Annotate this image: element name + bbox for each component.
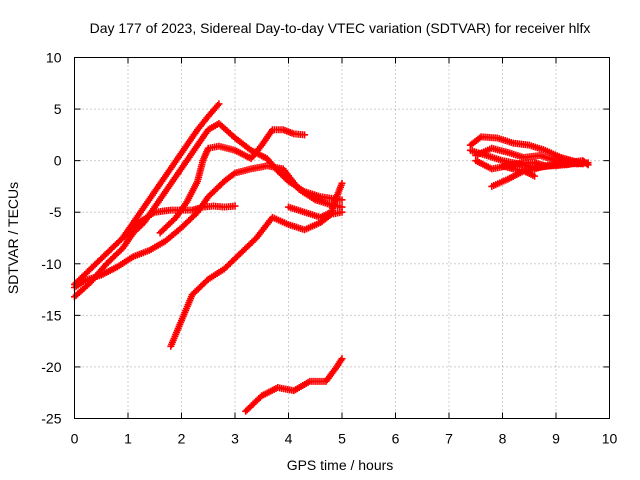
plus-marker [338, 196, 346, 204]
chart-title: Day 177 of 2023, Sidereal Day-to-day VTE… [90, 20, 591, 36]
series-track-4 [119, 202, 239, 242]
plus-marker [215, 100, 223, 108]
x-tick-label: 1 [124, 431, 132, 447]
y-tick-label: -20 [41, 359, 61, 375]
tick-labels: 0 1 2 3 4 5 6 7 8 9 10 -25 -20 -15 -10 -5 0 5 10 [41, 50, 617, 447]
series-track-14 [499, 162, 539, 180]
series-track-5 [156, 126, 309, 237]
plus-marker [338, 208, 346, 216]
plus-marker [229, 170, 237, 178]
x-axis-label: GPS time / hours [287, 457, 394, 473]
x-tick-label: 2 [178, 431, 186, 447]
plus-marker [476, 134, 484, 142]
y-axis-label: SDTVAR / TECUs [5, 182, 21, 294]
data-series [71, 100, 592, 415]
x-tick-label: 7 [445, 431, 453, 447]
y-tick-label: -25 [41, 411, 61, 427]
plus-marker [301, 131, 309, 139]
x-tick-label: 4 [285, 431, 293, 447]
x-tick-label: 8 [499, 431, 507, 447]
x-tick-label: 6 [392, 431, 400, 447]
plot-frame [74, 57, 610, 419]
y-tick-label: -15 [41, 307, 61, 323]
plus-marker [531, 172, 539, 180]
plus-marker [231, 202, 239, 210]
series-track-8 [242, 355, 346, 415]
series-track-7 [285, 179, 346, 221]
y-tick-label: 10 [46, 50, 62, 66]
plus-marker [584, 159, 592, 167]
x-tick-label: 5 [338, 431, 346, 447]
x-tick-label: 0 [71, 431, 79, 447]
series-track-13 [472, 144, 592, 168]
x-tick-label: 3 [231, 431, 239, 447]
y-tick-label: -5 [49, 204, 62, 220]
grid [74, 57, 610, 419]
x-tick-label: 10 [602, 431, 618, 447]
y-tick-label: -10 [41, 256, 61, 272]
y-tick-label: 5 [54, 101, 62, 117]
y-tick-label: 0 [54, 153, 62, 169]
series-track-1 [71, 100, 223, 288]
series-track-6 [167, 208, 346, 350]
series-track-3 [71, 162, 346, 292]
plus-marker [338, 179, 346, 187]
x-tick-label: 9 [552, 431, 560, 447]
plus-marker [338, 355, 346, 363]
